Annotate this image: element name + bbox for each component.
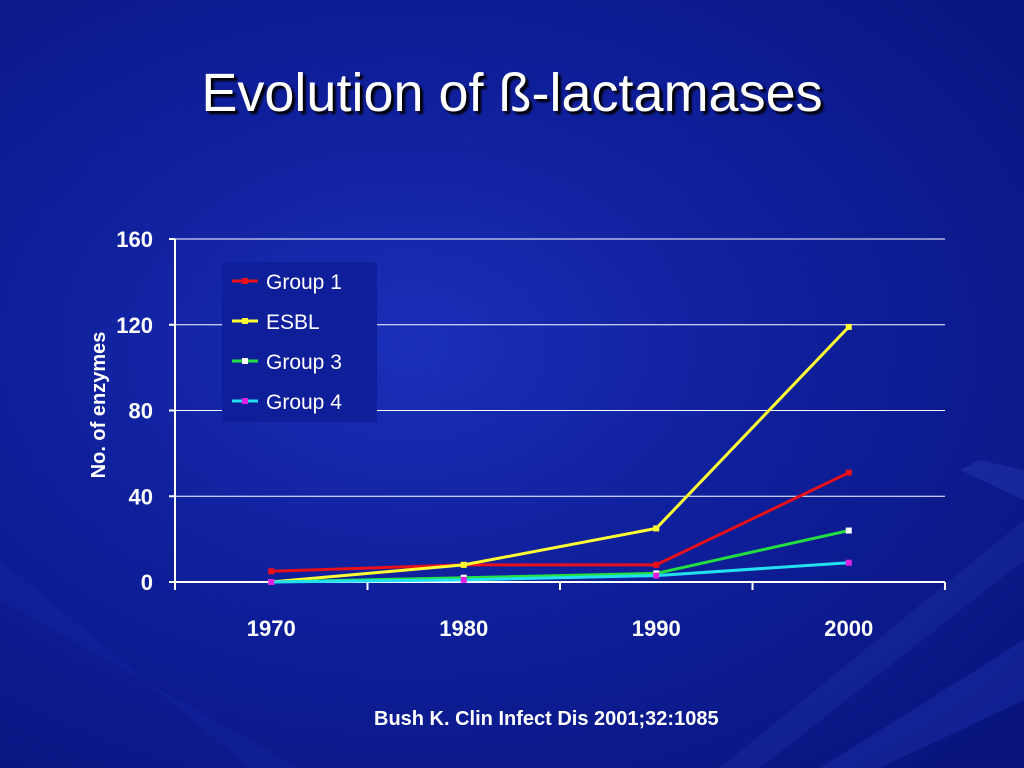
data-point [653, 561, 660, 568]
data-point [268, 568, 275, 575]
data-point [845, 469, 852, 476]
legend-label: Group 4 [266, 391, 342, 414]
legend-item: ESBL [232, 311, 320, 334]
citation: Bush K. Clin Infect Dis 2001;32:1085 [374, 708, 719, 730]
y-axis-label: No. of enzymes [88, 332, 110, 479]
y-tick-label: 160 [116, 227, 153, 252]
legend-label: ESBL [266, 311, 320, 334]
legend-swatch-marker [242, 278, 248, 284]
series-line [271, 325, 850, 584]
series-group-1 [268, 469, 852, 575]
data-point [845, 323, 852, 330]
data-point [653, 525, 660, 532]
legend-item: Group 3 [232, 351, 342, 374]
series-line [271, 471, 850, 573]
legend-label: Group 3 [266, 351, 342, 374]
data-point [653, 572, 660, 579]
data-point [460, 576, 467, 583]
y-tick-label: 0 [141, 570, 153, 595]
legend-swatch-marker [242, 398, 248, 404]
data-point [845, 527, 852, 534]
legend-item: Group 4 [232, 391, 342, 414]
x-tick-label: 2000 [824, 616, 873, 641]
legend-swatch-marker [242, 318, 248, 324]
x-tick-label: 1970 [247, 616, 296, 641]
x-tick-label: 1980 [439, 616, 488, 641]
data-point [460, 561, 467, 568]
y-axis-ticks: 0 40 80 120 160 [116, 227, 175, 595]
y-tick-label: 120 [116, 313, 153, 338]
data-point [845, 559, 852, 566]
legend-label: Group 1 [266, 271, 342, 294]
y-tick-label: 80 [129, 399, 153, 424]
chart-series [268, 323, 852, 585]
legend-background [222, 262, 377, 422]
legend-swatch-marker [242, 358, 248, 364]
line-chart: 0 40 80 120 160 1970 1980 1990 2000 Group 1 ESBL… [88, 227, 946, 641]
legend-item: Group 1 [232, 271, 342, 294]
y-tick-label: 40 [129, 484, 153, 509]
chart-legend: Group 1 ESBL Group 3 Group 4 [222, 262, 377, 422]
slide-title: Evolution of ß-lactamases [201, 63, 823, 123]
data-point [268, 579, 275, 585]
series-line [271, 561, 849, 584]
x-axis-ticks: 1970 1980 1990 2000 [174, 582, 946, 641]
series-group-4 [268, 559, 852, 585]
x-tick-label: 1990 [632, 616, 681, 641]
